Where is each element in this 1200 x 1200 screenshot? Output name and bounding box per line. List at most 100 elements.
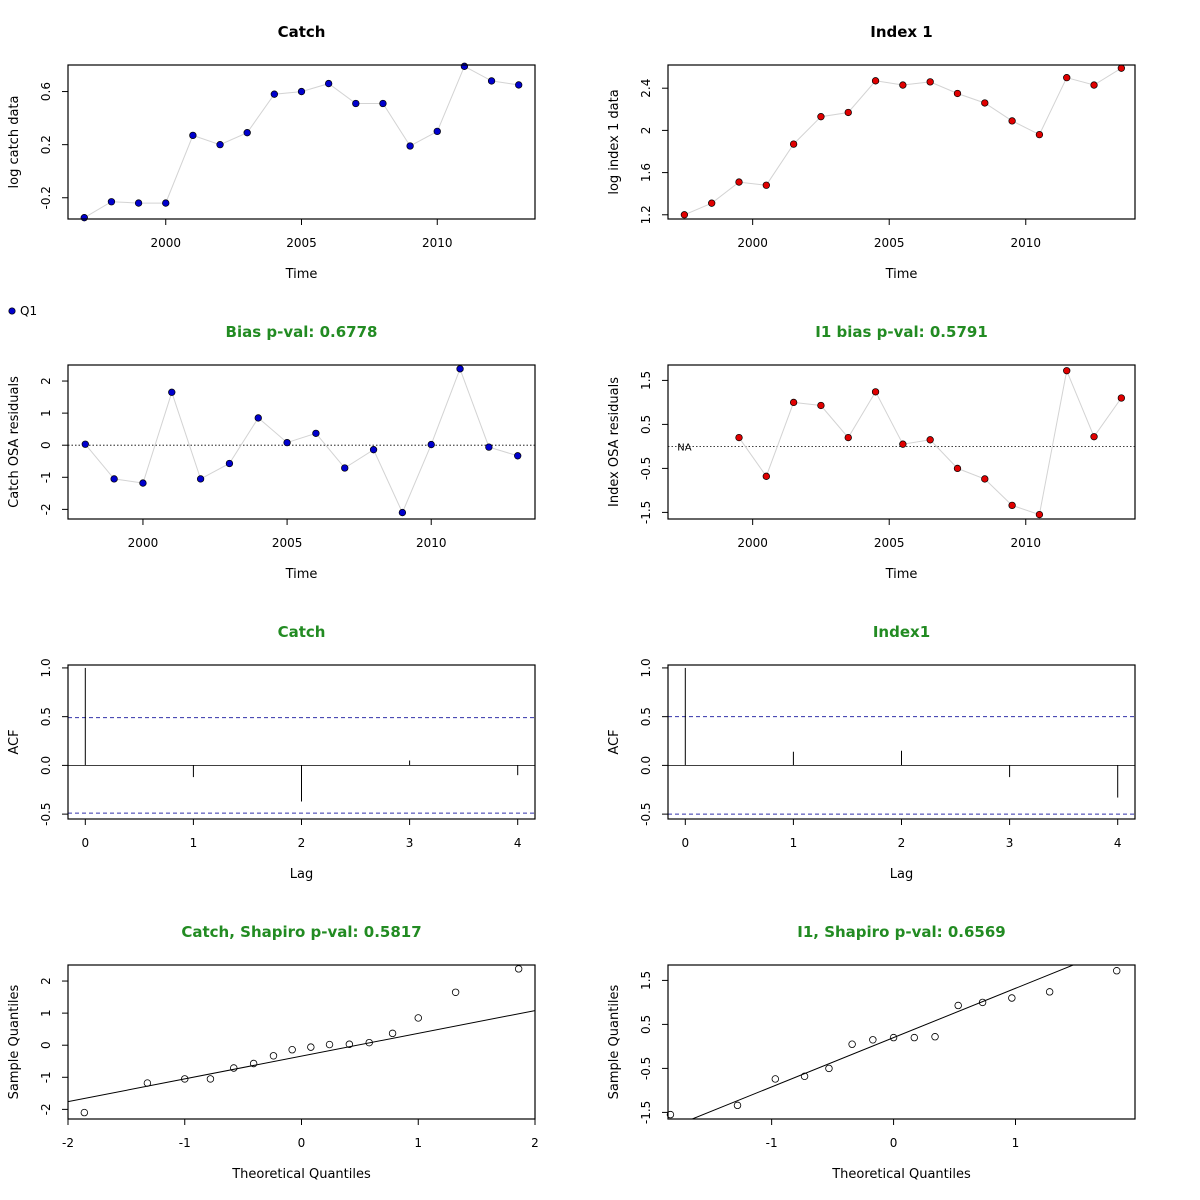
index-data-xlabel: Time	[885, 267, 918, 282]
index-data-point-13	[1035, 130, 1044, 139]
catch-resid-point-10	[369, 446, 378, 454]
catch-resid-data-layer	[68, 367, 535, 514]
catch-qq-point-2	[181, 1075, 189, 1083]
catch-qq-xtick-label: 0	[298, 1136, 306, 1150]
index-data-ylabel: log index 1 data	[607, 89, 622, 194]
index-acf-panel: Index1 0 1 2 3 4 -0.5 0.0 0.5 1.0 Lag ACF	[607, 623, 1136, 882]
catch-acf-xtick-label: 1	[190, 836, 198, 850]
catch-qq-point-4	[230, 1064, 238, 1072]
index-data-point-14	[1063, 74, 1071, 82]
index-data-xtick-label: 2000	[737, 236, 768, 250]
catch-data-title: Catch	[278, 23, 326, 41]
index-qq-xtick-label: 1	[1012, 1136, 1020, 1150]
catch-data-point-14	[460, 62, 469, 70]
index-qq-panel: I1, Shapiro p-val: 0.6569 -1 0 1 -1.5 -0.5 0.5…	[607, 923, 1136, 1182]
index-data-ytick-label: 2.4	[639, 79, 653, 98]
catch-qq-point-11	[365, 1038, 373, 1047]
catch-data-point-11	[379, 99, 387, 108]
catch-qq-point-0	[80, 1108, 89, 1117]
index-qq-ytick-label: 1.5	[639, 971, 653, 990]
index-resid-point-14	[1117, 394, 1125, 402]
index-resid-point-0	[735, 433, 743, 442]
catch-data-ylabel: log catch data	[7, 96, 22, 189]
catch-data-point-3	[162, 199, 170, 207]
catch-acf-xtick-label: 0	[81, 836, 89, 850]
catch-resid-connector-line	[84, 367, 518, 514]
catch-qq-point-15	[514, 965, 523, 973]
catch-resid-point-2	[139, 479, 147, 487]
index-acf-title: Index1	[873, 623, 930, 641]
catch-qq-point-5	[249, 1059, 258, 1068]
index-qq-data-layer	[690, 965, 1075, 1119]
catch-resid-ytick-label: -1	[39, 471, 53, 483]
index-data-point-0	[680, 211, 689, 219]
catch-resid-xtick-label: 2010	[416, 536, 447, 550]
index-resid-xtick-label: 2005	[874, 536, 905, 550]
catch-resid-point-11	[398, 508, 407, 517]
catch-qq-frame	[67, 964, 536, 1120]
index-data-point-11	[981, 99, 989, 107]
index-resid-ytick-label: -0.5	[639, 457, 653, 480]
index-data-frame	[667, 64, 1136, 220]
index-data-xtick-label: 2010	[1010, 236, 1041, 250]
index-resid-point-11	[1035, 510, 1044, 519]
index-qq-point-4	[825, 1064, 833, 1073]
catch-data-point-7	[270, 90, 278, 98]
index-qq-point-7	[889, 1033, 898, 1042]
catch-acf-xtick-label: 2	[298, 836, 306, 850]
index-data-title: Index 1	[870, 23, 933, 41]
catch-qq-xtick-label: -2	[62, 1136, 74, 1150]
index-resid-xtick-label: 2010	[1010, 536, 1041, 550]
catch-qq-ytick-label: -1	[39, 1071, 53, 1083]
catch-resid-frame	[67, 364, 536, 520]
index-qq-ylabel: Sample Quantiles	[607, 984, 622, 1099]
index-acf-xtick-label: 4	[1114, 836, 1122, 850]
index-data-point-15	[1090, 81, 1098, 89]
catch-acf-ylabel: ACF	[7, 729, 22, 754]
index-data-point-16	[1117, 64, 1125, 72]
catch-qq-ylabel: Sample Quantiles	[7, 984, 22, 1099]
catch-resid-point-4	[196, 475, 205, 483]
catch-qq-point-8	[307, 1043, 315, 1051]
catch-qq-ytick-label: 1	[39, 1009, 53, 1017]
catch-qq-point-12	[388, 1029, 397, 1038]
catch-resid-ytick-label: 1	[39, 409, 53, 417]
catch-acf-panel: Catch 0 1 2 3 4 -0.5 0.0 0.5 1.0 Lag ACF	[7, 623, 536, 882]
index-resid-point-1	[762, 472, 770, 480]
index-acf-xtick-label: 0	[681, 836, 689, 850]
catch-resid-point-0	[81, 440, 89, 448]
index-qq-point-5	[848, 1040, 856, 1048]
catch-data-point-5	[216, 141, 224, 149]
index-acf-xtick-label: 1	[790, 836, 798, 850]
catch-acf-xtick-label: 4	[514, 836, 522, 850]
catch-resid-point-13	[456, 365, 464, 373]
index-resid-na-label: NA	[677, 442, 691, 453]
index-resid-ylabel: Index OSA residuals	[607, 377, 622, 507]
catch-acf-ytick-label: 1.0	[39, 658, 53, 677]
index-qq-point-10	[954, 1001, 962, 1010]
index-data-point-4	[789, 140, 798, 148]
catch-data-point-13	[433, 127, 441, 136]
index-data-xtick-label: 2005	[874, 236, 905, 250]
index-qq-point-6	[869, 1036, 877, 1044]
index-data-point-10	[953, 89, 962, 98]
index-data-point-6	[844, 108, 852, 117]
index-qq-point-0	[666, 1110, 675, 1119]
catch-data-point-16	[515, 81, 523, 89]
index-qq-xlabel: Theoretical Quantiles	[831, 1167, 971, 1182]
index-data-data-layer	[684, 67, 1122, 216]
legend-marker-q1	[8, 307, 16, 315]
catch-data-point-4	[189, 131, 197, 140]
index-qq-point-12	[1008, 994, 1016, 1002]
catch-resid-ytick-label: -2	[39, 503, 53, 515]
catch-data-xlabel: Time	[285, 267, 318, 282]
index-resid-point-6	[899, 440, 907, 448]
index-qq-point-13	[1045, 988, 1054, 996]
index-data-point-8	[899, 81, 907, 89]
catch-data-ytick-label: 0.2	[39, 135, 53, 154]
catch-qq-point-13	[414, 1014, 422, 1022]
catch-resid-xtick-label: 2005	[272, 536, 303, 550]
index-resid-xlabel: Time	[885, 567, 918, 582]
index-resid-ytick-label: 1.5	[639, 371, 653, 390]
catch-qq-ytick-label: 2	[39, 977, 53, 985]
